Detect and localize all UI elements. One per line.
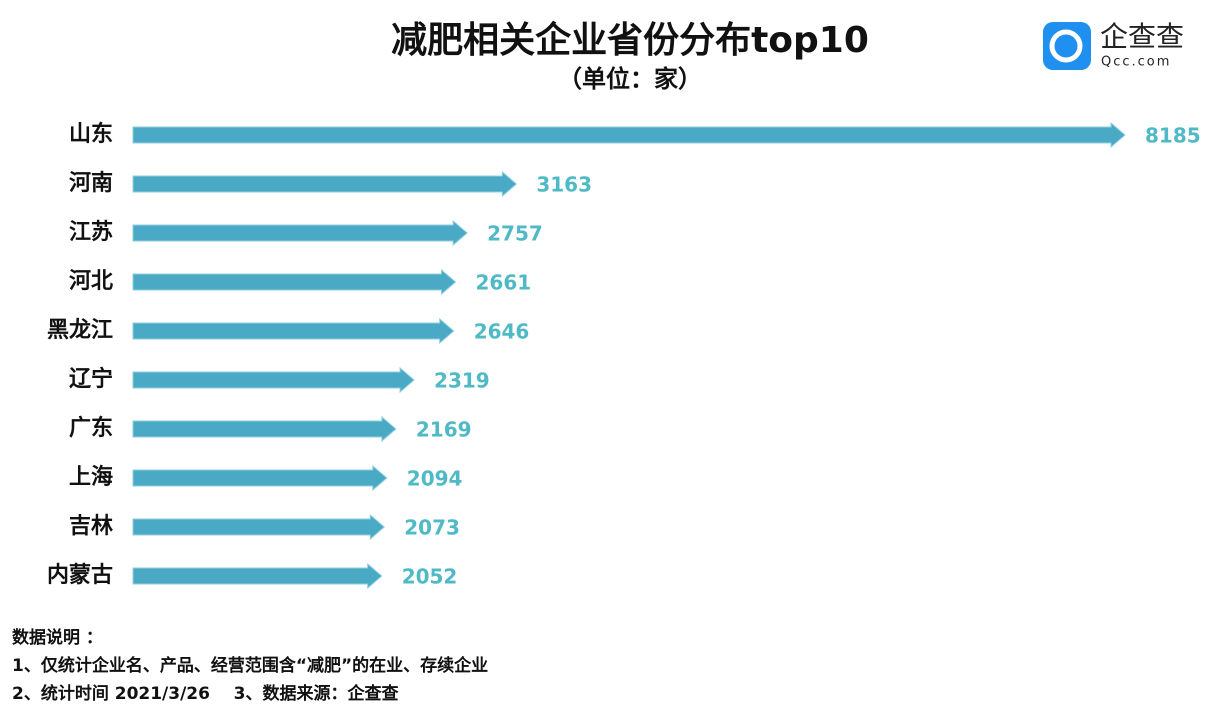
value-label: 2319 [434,369,490,393]
value-label: 2094 [407,467,463,491]
value-label: 2052 [402,565,458,589]
category-label: 吉林 [69,513,113,539]
category-label: 上海 [69,464,113,490]
logo-name: 企查查 [1100,20,1184,53]
notes-line: 1、仅统计企业名、产品、经营范围含“减肥”的在业、存续企业 [12,655,488,676]
bar [132,366,415,394]
notes-line: 2、统计时间 2021/3/26 3、数据来源：企查查 [12,683,399,704]
bar [132,562,383,590]
value-label: 2073 [404,516,460,540]
category-label: 广东 [69,415,113,441]
category-label: 河北 [69,269,113,294]
value-label: 2661 [476,271,532,295]
category-label: 黑龙江 [47,318,113,343]
logo-ring [1049,29,1083,63]
value-label: 3163 [536,173,592,197]
category-label: 山东 [69,121,113,147]
bar [132,219,468,247]
value-label: 2169 [416,418,472,442]
chart-title: 减肥相关企业省份分布top10 [391,19,869,61]
bar [132,317,455,345]
chart-subtitle: （单位：家） [558,65,702,93]
bar [132,513,386,541]
category-label: 江苏 [69,219,113,245]
logo: 企查查 Qcc.com [1043,20,1184,70]
bar [132,121,1126,149]
value-label: 2646 [474,320,530,344]
logo-domain: Qcc.com [1101,55,1171,70]
category-label: 河南 [69,171,113,196]
notes-heading: 数据说明 ： [12,627,103,648]
bar [132,170,518,198]
category-label: 内蒙古 [47,562,113,588]
value-label: 2757 [487,222,543,246]
value-label: 8185 [1145,124,1201,148]
bar [132,268,457,296]
bar [132,464,388,492]
bar [132,415,397,443]
category-label: 辽宁 [69,366,113,392]
